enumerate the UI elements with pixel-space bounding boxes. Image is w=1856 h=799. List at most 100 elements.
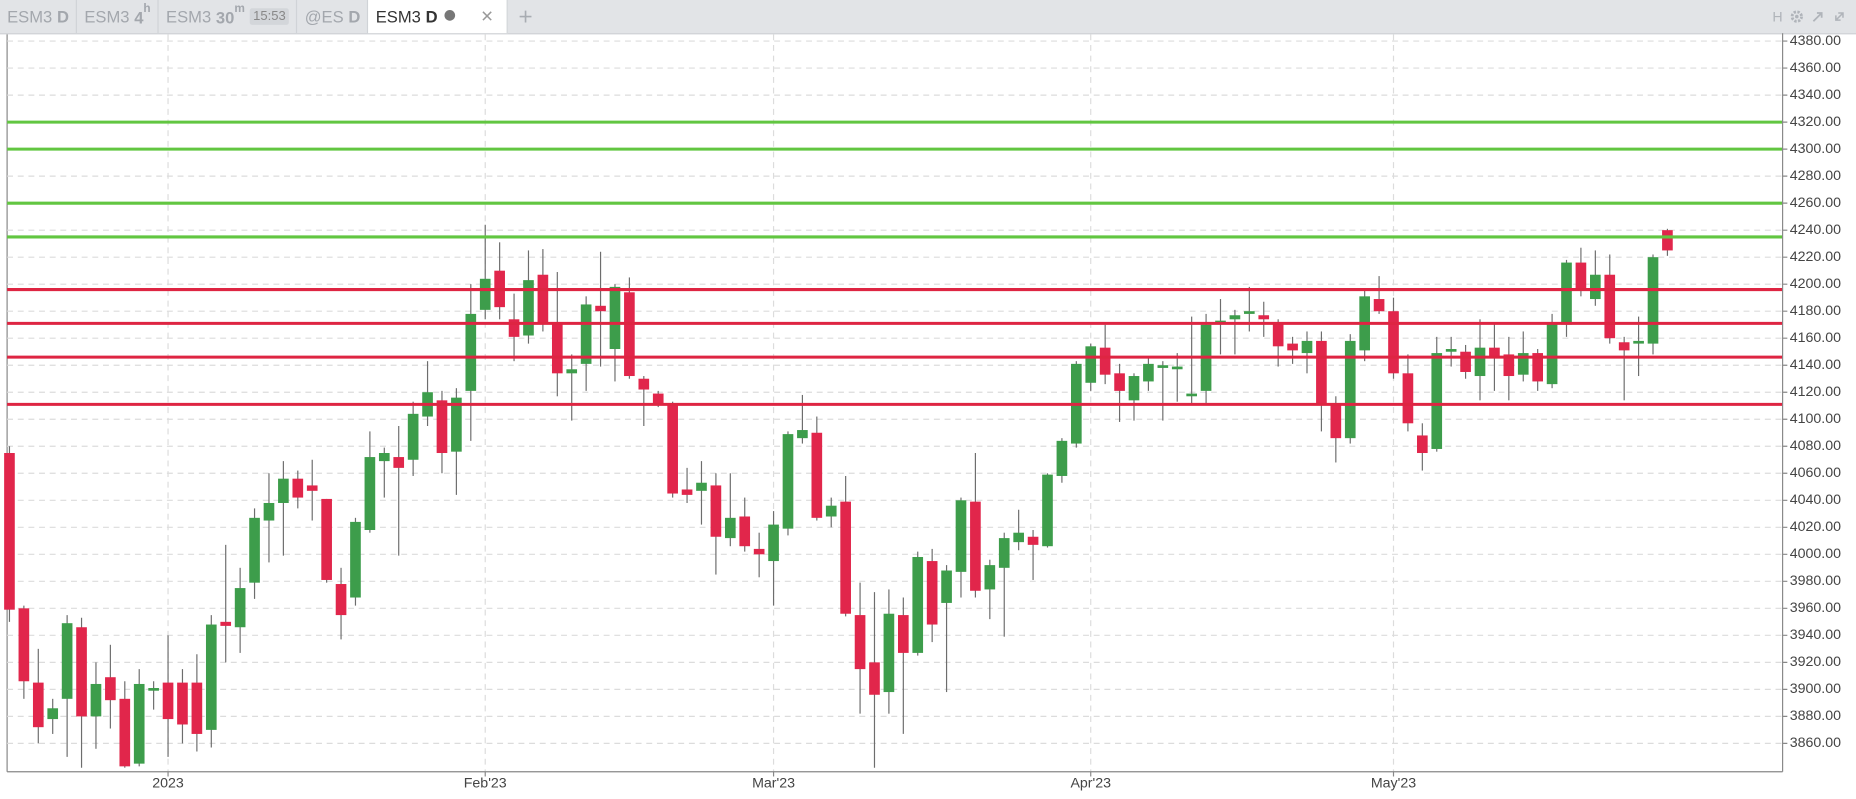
candle-body <box>970 501 981 591</box>
candle-body <box>998 538 1010 568</box>
candle-body <box>1647 257 1659 344</box>
candle-body <box>1157 365 1169 368</box>
candle-body <box>1445 349 1457 352</box>
candle-body <box>1460 351 1471 372</box>
close-icon[interactable] <box>482 11 492 21</box>
tab[interactable]: @ES D <box>298 0 369 34</box>
candle-body <box>1575 262 1587 290</box>
candle-body <box>926 561 938 625</box>
candle-body <box>537 274 549 324</box>
candle-body <box>624 292 635 377</box>
tab-period-unit: m <box>234 1 245 15</box>
y-tick-label: 4100.00 <box>1790 411 1841 427</box>
candle-body <box>1431 353 1443 449</box>
candle-body <box>220 621 232 626</box>
tab[interactable]: ESM3 D <box>368 0 508 34</box>
candle-body <box>191 682 203 734</box>
tab-icons[interactable] <box>442 8 494 25</box>
candle-body <box>1042 474 1053 547</box>
candle-body <box>1532 353 1543 382</box>
tab-period: D <box>348 7 361 27</box>
y-tick-label: 4340.00 <box>1790 87 1841 103</box>
candle-body <box>18 608 30 682</box>
toolbar-label[interactable]: H <box>1772 8 1783 25</box>
x-tick-label: Mar'23 <box>752 775 795 791</box>
tab-period: 4h <box>134 1 151 27</box>
candle-body <box>465 313 477 391</box>
add-tab[interactable] <box>517 0 534 33</box>
candle-body <box>1056 440 1068 476</box>
candle-body <box>1143 363 1154 382</box>
tab[interactable]: ESM3 D <box>0 0 78 34</box>
y-tick-label: 4040.00 <box>1790 492 1841 508</box>
candle-body <box>1287 343 1298 351</box>
candle-body <box>1099 347 1111 375</box>
tab-symbol: ESM3 <box>375 7 421 27</box>
candle-body <box>306 485 318 491</box>
candle-body <box>1171 366 1183 370</box>
tab-symbol: ESM3 <box>84 7 130 27</box>
candle-body <box>249 517 260 583</box>
chart: 3860.00 3880.00 3900.00 3920.00 3940.00 3960.… <box>4 33 1841 791</box>
candle-body <box>479 278 491 310</box>
candle-body <box>234 588 246 628</box>
candle-body <box>1027 536 1039 545</box>
tab-symbol: ESM3 <box>7 7 53 27</box>
candle-body <box>47 708 59 720</box>
candle-body <box>869 662 880 695</box>
plus-icon <box>519 10 532 23</box>
candle-body <box>523 280 534 336</box>
candle-body <box>1590 274 1601 300</box>
candle-body <box>912 557 924 653</box>
toolbar: H <box>1772 0 1846 33</box>
candle-body <box>595 305 606 312</box>
candle-body <box>1503 354 1515 377</box>
y-tick-label: 4360.00 <box>1790 60 1841 76</box>
candle-body <box>551 323 563 374</box>
y-tick-label: 4280.00 <box>1790 168 1841 184</box>
y-tick-label: 4300.00 <box>1790 141 1841 157</box>
x-tick-label: Apr'23 <box>1070 775 1111 791</box>
y-tick-label: 3940.00 <box>1790 627 1841 643</box>
x-tick-label: Feb'23 <box>464 775 507 791</box>
candle-body <box>566 369 578 374</box>
tab-period-unit: h <box>143 1 151 15</box>
candle-body <box>364 457 376 530</box>
y-tick-label: 3960.00 <box>1790 600 1841 616</box>
candle-body <box>205 624 217 730</box>
candle-body <box>335 584 347 616</box>
candle-body <box>854 615 866 670</box>
candle-body <box>76 627 87 717</box>
candle-body <box>119 698 131 767</box>
x-tick-label: May'23 <box>1371 775 1416 791</box>
candle-body <box>811 432 823 518</box>
candle-body <box>638 378 650 390</box>
expand-icon[interactable] <box>1832 9 1846 23</box>
candle-body <box>378 453 390 462</box>
candle-body <box>1402 373 1414 424</box>
candle-body <box>1186 393 1197 397</box>
y-tick-label: 4240.00 <box>1790 222 1841 238</box>
candle-body <box>1662 230 1673 251</box>
candle-body <box>393 457 405 468</box>
candle-body <box>1013 532 1024 543</box>
settings-icon[interactable] <box>1790 9 1804 23</box>
candle-body <box>4 453 15 610</box>
tab[interactable]: ESM3 30m 15:53 <box>159 0 298 34</box>
candle-body <box>148 688 159 691</box>
detach-icon[interactable] <box>1811 9 1825 23</box>
candle-body <box>1085 346 1097 383</box>
y-tick-label: 4060.00 <box>1790 465 1841 481</box>
y-tick-label: 4320.00 <box>1790 114 1841 130</box>
tab-symbol: @ES <box>304 7 344 27</box>
tab-period: D <box>425 7 438 27</box>
candle-body <box>1489 347 1500 359</box>
candle-body <box>1244 311 1255 314</box>
candle-body <box>61 623 73 699</box>
tab[interactable]: ESM3 4h <box>77 0 159 34</box>
candle-body <box>609 286 621 350</box>
candle-body <box>955 500 967 572</box>
